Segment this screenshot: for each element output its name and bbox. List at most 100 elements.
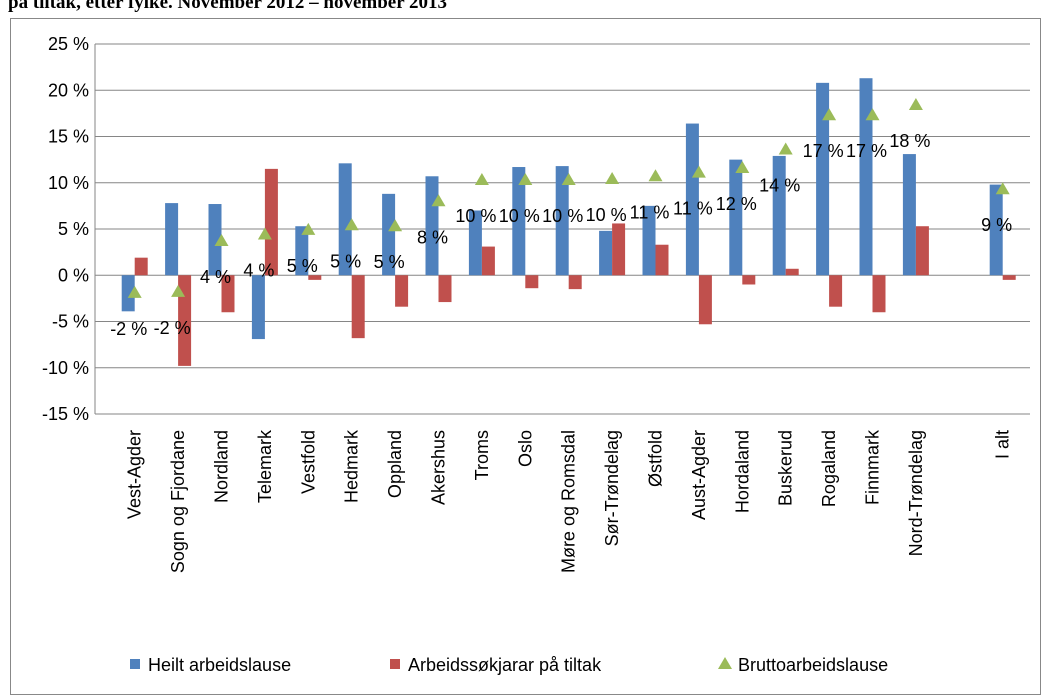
bar [425, 176, 439, 276]
data-label: 10 % [455, 206, 496, 226]
bar [264, 168, 278, 276]
chart-frame [10, 18, 1041, 695]
data-label: 14 % [759, 175, 800, 195]
data-label: 10 % [499, 206, 540, 226]
x-tick-label: Oslo [515, 430, 535, 467]
data-label: 8 % [417, 227, 448, 247]
bar [134, 257, 148, 276]
x-tick-label: Aust-Agder [689, 430, 709, 520]
bar [902, 154, 916, 276]
data-label: 5 % [330, 251, 361, 271]
bar [395, 275, 409, 307]
bar [685, 123, 699, 276]
data-label: 4 % [243, 261, 274, 281]
bar [512, 167, 526, 276]
marker [214, 234, 229, 247]
marker [648, 169, 663, 182]
x-tick-label: Hordaland [732, 430, 752, 513]
marker [388, 219, 403, 232]
marker [778, 142, 793, 155]
x-tick-label: Nord-Trøndelag [906, 430, 926, 556]
bar [165, 203, 179, 276]
y-tick-label: -5 % [52, 312, 89, 332]
marker [301, 222, 316, 235]
x-tick-label: Vestfold [298, 430, 318, 494]
bar [438, 275, 452, 303]
bar [816, 82, 830, 276]
data-label: 5 % [374, 252, 405, 272]
bar [859, 78, 873, 276]
bar [698, 275, 712, 325]
x-tick-label: I alt [993, 430, 1013, 459]
legend-label: Arbeidssøkjarar på tiltak [408, 655, 602, 675]
bar [568, 275, 582, 290]
y-tick-label: 20 % [48, 80, 89, 100]
data-label: 5 % [287, 256, 318, 276]
x-tick-label: Akershus [429, 430, 449, 505]
legend-swatch [390, 659, 400, 669]
data-label: 11 % [673, 199, 713, 219]
bar [642, 205, 656, 276]
bar [655, 244, 669, 276]
bar [599, 230, 613, 276]
x-tick-label: Hedmark [342, 429, 362, 503]
x-tick-label: Finnmark [863, 429, 883, 505]
data-label: 10 % [542, 206, 583, 226]
y-tick-label: 15 % [48, 127, 89, 147]
legend-label: Bruttoarbeidslause [738, 655, 888, 675]
data-label: 17 % [846, 141, 887, 161]
x-tick-label: Møre og Romsdal [559, 430, 579, 573]
data-label: -2 % [110, 319, 147, 339]
bar [915, 226, 929, 276]
marker [171, 284, 186, 297]
bar [121, 275, 135, 312]
y-tick-label: 25 % [48, 34, 89, 54]
legend-label: Heilt arbeidslause [148, 655, 291, 675]
bar [382, 193, 396, 276]
bar [1002, 275, 1016, 280]
bar [525, 275, 539, 289]
y-tick-label: 0 % [58, 265, 89, 285]
bar [308, 275, 322, 280]
bar [989, 184, 1003, 276]
bar [872, 275, 886, 313]
marker [605, 172, 620, 185]
y-tick-label: -10 % [42, 358, 89, 378]
bar [295, 226, 309, 276]
data-label: 17 % [803, 141, 844, 161]
chart-title: på tiltak, etter fylke. November 2012 – … [8, 0, 447, 13]
marker [344, 218, 359, 231]
bar [338, 163, 352, 276]
data-label: 4 % [200, 267, 231, 287]
marker [908, 98, 923, 111]
bar [742, 275, 756, 285]
x-tick-label: Nordland [212, 430, 232, 503]
bar [772, 155, 786, 276]
bar [178, 275, 192, 366]
marker [561, 172, 576, 185]
x-tick-label: Buskerud [776, 430, 796, 506]
data-label: 10 % [586, 205, 627, 225]
data-label: 11 % [630, 202, 670, 222]
x-tick-label: Oppland [385, 430, 405, 498]
x-tick-label: Vest-Agder [125, 430, 145, 519]
x-tick-label: Troms [472, 430, 492, 480]
bar [729, 159, 743, 276]
marker [995, 182, 1010, 195]
bar [208, 204, 222, 276]
marker [474, 172, 489, 185]
x-tick-label: Sør-Trøndelag [602, 430, 622, 546]
marker [257, 227, 272, 240]
y-tick-label: 10 % [48, 173, 89, 193]
marker [735, 160, 750, 173]
marker [691, 165, 706, 178]
bar [785, 268, 799, 276]
marker [127, 285, 142, 298]
y-tick-label: 5 % [58, 219, 89, 239]
bar [612, 223, 626, 276]
data-label: -2 % [154, 318, 191, 338]
marker [518, 172, 533, 185]
marker [431, 194, 446, 207]
marker [865, 108, 880, 121]
